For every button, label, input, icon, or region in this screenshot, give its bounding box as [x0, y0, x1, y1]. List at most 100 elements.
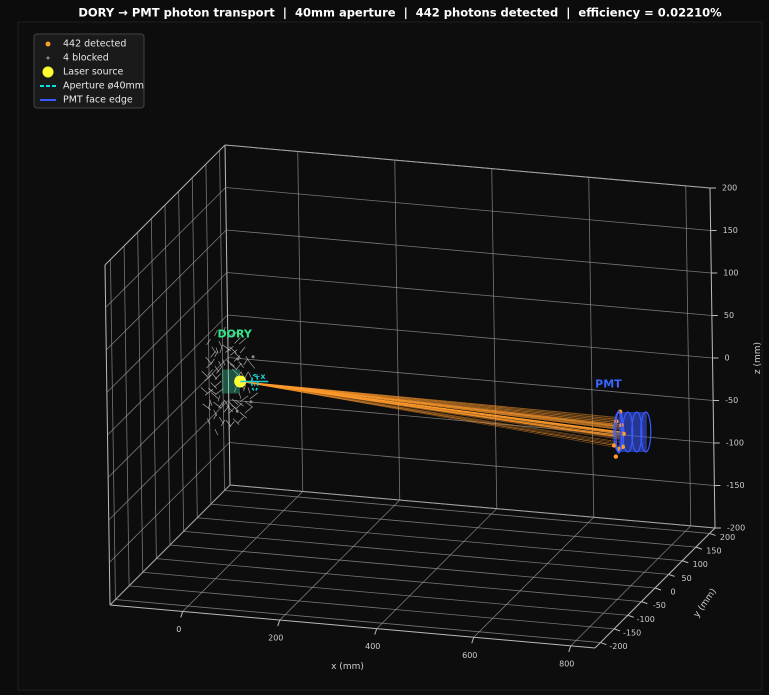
structure-line: [238, 337, 247, 345]
photon-track: [240, 381, 617, 437]
x-tick-label: 200: [268, 634, 283, 643]
annotation: +x: [254, 372, 267, 381]
structure-line: [224, 400, 230, 407]
detected-point: [613, 454, 619, 459]
x-tick-label: 0: [176, 625, 181, 634]
structure-line: [229, 346, 237, 354]
tick-mark: [374, 628, 378, 635]
grid-line: [142, 571, 628, 616]
structure-line: [243, 358, 248, 366]
structure-line: [237, 416, 244, 424]
tick-mark: [568, 645, 572, 653]
grid-line: [107, 357, 229, 478]
legend-swatch: [42, 66, 54, 78]
structure-line: [210, 351, 216, 358]
structure-line: [214, 350, 219, 358]
grid-line: [104, 144, 226, 266]
tick-mark: [654, 587, 662, 591]
structure-line: [205, 356, 211, 364]
structure-line: [230, 349, 238, 356]
blocked-point: [236, 357, 240, 361]
structure-line: [243, 384, 246, 392]
structure-line: [226, 360, 235, 367]
structure-line: [218, 402, 223, 409]
structure-line: [229, 406, 236, 414]
z-tick-label: 0: [725, 354, 730, 363]
structure-line: [206, 361, 213, 369]
tick-mark: [600, 642, 607, 646]
structure-line: [236, 362, 242, 370]
grid-line: [169, 544, 656, 589]
structure-line: [249, 362, 256, 369]
detected-point: [611, 443, 617, 448]
dory-structure: [200, 326, 259, 436]
tick-mark: [709, 532, 716, 536]
z-tick-label: 200: [722, 184, 737, 193]
grid-line: [107, 314, 228, 436]
ring: [251, 374, 259, 392]
grid-line: [229, 442, 715, 486]
blocked-point: [251, 355, 255, 359]
structure-line: [201, 370, 209, 378]
z-tick-label: -150: [726, 481, 744, 490]
structure-line: [207, 369, 213, 376]
legend-label: Laser source: [63, 67, 124, 78]
structure-line: [229, 421, 235, 428]
legend-box: [33, 33, 145, 109]
y-tick-label: 150: [706, 547, 721, 556]
structure-line: [213, 409, 218, 417]
z-tick-label: -100: [726, 439, 744, 448]
annotation: PMT: [595, 377, 622, 390]
structure-line: [216, 367, 222, 374]
legend-label: Aperture ø40mm: [63, 81, 144, 92]
grid-line: [106, 272, 228, 393]
legend-swatch: [45, 41, 51, 47]
structure-line: [235, 399, 244, 407]
grid-line: [210, 503, 696, 548]
grid-line: [227, 314, 713, 359]
structure-line: [244, 372, 249, 379]
structure-line: [239, 346, 246, 354]
structure-line: [210, 382, 217, 389]
beam: [240, 381, 652, 453]
structure-line: [231, 398, 239, 406]
x-axis-label: x (mm): [331, 662, 364, 672]
structure-line: [214, 373, 222, 380]
grid-line: [183, 530, 669, 575]
blocked-point: [235, 409, 239, 413]
tick-mark: [277, 619, 281, 627]
grid-line: [109, 442, 230, 563]
grid-line: [105, 187, 226, 308]
tick-mark: [641, 601, 648, 605]
y-tick-label: -50: [653, 601, 666, 610]
grid-line: [226, 272, 712, 316]
structure-line: [229, 363, 238, 371]
grid-line: [108, 399, 230, 521]
structure-line: [217, 395, 221, 402]
z-tick-label: 50: [724, 311, 734, 320]
y-tick-label: -100: [637, 615, 655, 624]
structure-line: [218, 340, 223, 348]
structure-line: [231, 404, 239, 411]
grid-line: [225, 187, 711, 231]
structure-line: [207, 402, 211, 409]
photon-track: [240, 381, 620, 440]
grid-line: [226, 229, 712, 274]
structure-line: [209, 399, 213, 406]
structure-line: [222, 359, 226, 366]
structure-line: [214, 380, 222, 388]
structure-line: [247, 387, 251, 394]
grid-line: [129, 585, 615, 630]
chart-title: DORY → PMT photon transport | 40mm apert…: [78, 6, 722, 20]
marks: DORY PMT +x: [218, 327, 627, 459]
structure-line: [200, 387, 208, 394]
structure-line: [226, 332, 235, 339]
structure-line: [204, 374, 212, 382]
grid-line: [115, 599, 601, 643]
ring: [615, 410, 623, 454]
tick-mark: [471, 637, 475, 644]
grid-line: [197, 517, 683, 562]
detected-point: [621, 431, 627, 437]
structure-line: [214, 428, 219, 436]
x-tick-label: 400: [365, 642, 380, 651]
